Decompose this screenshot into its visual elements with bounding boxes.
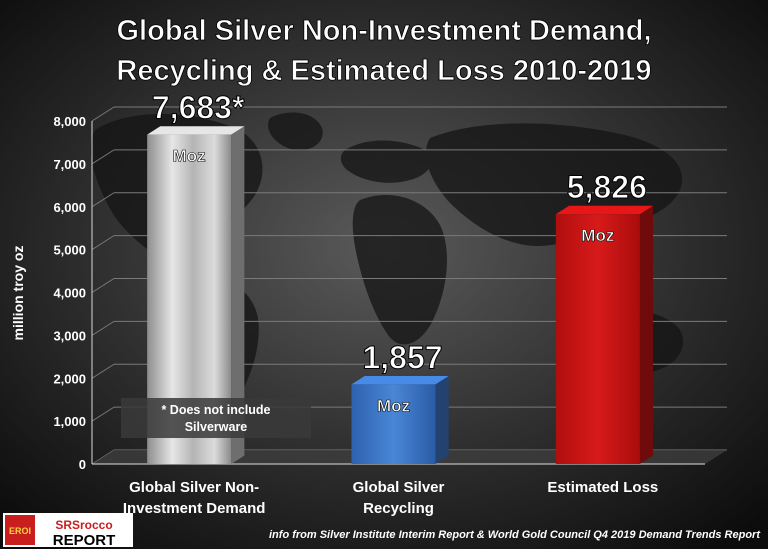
bar-value-label: 7,683*	[152, 90, 245, 126]
gridline-depth	[91, 320, 115, 336]
y-tick-label: 2,000	[53, 371, 86, 386]
x-category-label: Global Silver	[353, 479, 445, 496]
chart-title: Global Silver Non-Investment Demand, Rec…	[116, 15, 652, 88]
x-category-label: Investment Demand	[123, 500, 266, 517]
footnote-line: Silverware	[185, 420, 248, 434]
title-line: Global Silver Non-Investment Demand,	[117, 15, 652, 47]
bar-group: 5,826 Moz Estimated Loss	[547, 169, 658, 496]
bar-value-label: 1,857	[362, 339, 442, 375]
y-tick-label: 3,000	[53, 328, 86, 343]
y-tick-label: 7,000	[53, 157, 86, 172]
bar-top	[147, 126, 245, 135]
x-category-label: Recycling	[363, 500, 434, 517]
plot-area: 0 1,000 2,000 3,000 4,000 5,000 6,000 7,000 8,00…	[53, 89, 727, 517]
gridline-depth	[91, 106, 115, 122]
y-tick-label: 8,000	[53, 114, 86, 129]
y-tick-label: 4,000	[53, 286, 86, 301]
gridline-depth	[91, 278, 115, 293]
bar-group: 1,857 Moz Global Silver Recycling	[351, 339, 449, 517]
footnote-line: * Does not include	[161, 403, 270, 417]
bar-top	[555, 205, 654, 215]
gridline-depth	[91, 363, 115, 379]
x-category-label: Estimated Loss	[547, 479, 658, 496]
y-tick-label: 6,000	[53, 200, 86, 215]
bar-unit-label: Moz	[377, 396, 410, 415]
bar-side	[231, 126, 245, 464]
gridline-depth	[91, 192, 115, 208]
x-category-label: Global Silver Non-	[129, 479, 259, 496]
bar-side	[639, 205, 654, 465]
source-note: info from Silver Institute Interim Repor…	[269, 529, 761, 541]
title-line: Recycling & Estimated Loss 2010-2019	[116, 55, 651, 87]
bar	[555, 214, 640, 464]
bar	[351, 384, 436, 464]
y-axis-label: million troy oz	[10, 246, 26, 341]
bar-unit-label: Moz	[581, 226, 614, 245]
logo-badge-text: EROI	[9, 526, 31, 536]
footnote-box	[121, 398, 311, 438]
brand-logo: EROI SRSrocco REPORT	[3, 513, 133, 549]
gridline-depth	[91, 235, 115, 251]
footnote: * Does not include Silverware	[121, 398, 311, 438]
bar-value-label: 5,826	[567, 169, 647, 205]
y-tick-label: 0	[79, 457, 86, 472]
gridline-depth	[91, 149, 115, 165]
logo-badge	[5, 515, 35, 545]
bar-top	[351, 375, 449, 385]
logo-brand-bottom: REPORT	[53, 532, 116, 549]
gridline-depth	[91, 406, 115, 422]
y-tick-label: 1,000	[53, 414, 86, 429]
y-tick-label: 5,000	[53, 243, 86, 258]
bar-side	[435, 375, 449, 464]
bar-unit-label: Moz	[173, 147, 206, 166]
logo-brand-top: SRSrocco	[55, 518, 112, 532]
